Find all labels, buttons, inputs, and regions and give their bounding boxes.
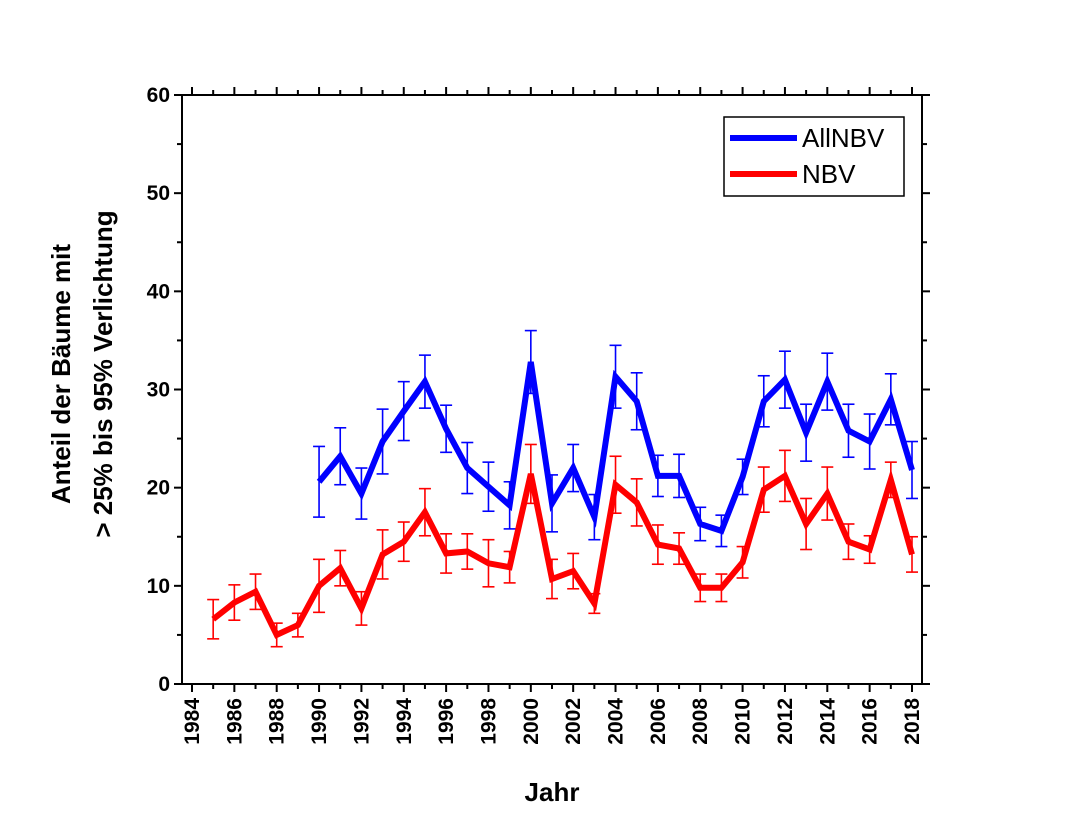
y-tick-label: 20 — [147, 477, 170, 500]
x-tick-label: 2014 — [816, 698, 839, 745]
x-tick-label: 1986 — [223, 698, 246, 745]
y-tick-label: 50 — [147, 182, 170, 205]
x-tick-label: 2010 — [732, 698, 755, 745]
x-tick-label: 1988 — [266, 698, 289, 745]
series-layer — [207, 329, 918, 648]
x-tick-label: 2018 — [901, 698, 924, 745]
x-tick-label: 2004 — [605, 698, 628, 745]
y-axis-title-line-2: > 25% bis 95% Verlichtung — [88, 210, 118, 537]
x-tick-label: 1990 — [308, 698, 331, 745]
y-axis-title-line-1: Anteil der Bäume mit — [46, 244, 76, 504]
x-tick-label: 1998 — [477, 698, 500, 745]
y-tick-label: 0 — [158, 673, 170, 696]
x-tick-label: 1996 — [435, 698, 458, 745]
series-nbv — [207, 443, 918, 648]
y-tick-label: 10 — [147, 575, 170, 598]
legend-label: AllNBV — [802, 123, 885, 153]
series-line-nbv — [211, 469, 915, 639]
y-tick-label: 40 — [147, 280, 170, 303]
y-tick-label: 60 — [147, 84, 170, 107]
legend-label: NBV — [802, 159, 856, 189]
x-tick-label: 2002 — [562, 698, 585, 745]
legend-box — [723, 116, 905, 197]
x-axis-title: Jahr — [525, 777, 580, 807]
x-tick-label: 1994 — [393, 698, 416, 745]
x-tick-label: 2000 — [520, 698, 543, 745]
y-tick-label: 30 — [147, 379, 170, 402]
x-tick-label: 1992 — [350, 698, 373, 745]
x-tick-label: 2006 — [647, 698, 670, 745]
legend: AllNBV NBV — [723, 116, 905, 197]
series-line-allnbv — [316, 361, 915, 535]
x-tick-label: 2012 — [774, 698, 797, 745]
axis-ticks: 0 10 20 30 40 50 60 1984 1986 1988 1990 1992 1994 199… — [147, 84, 930, 745]
x-tick-label: 2008 — [689, 698, 712, 745]
series-allnbv — [313, 329, 918, 548]
x-tick-label: 2016 — [859, 698, 882, 745]
x-tick-label: 1984 — [181, 698, 204, 745]
